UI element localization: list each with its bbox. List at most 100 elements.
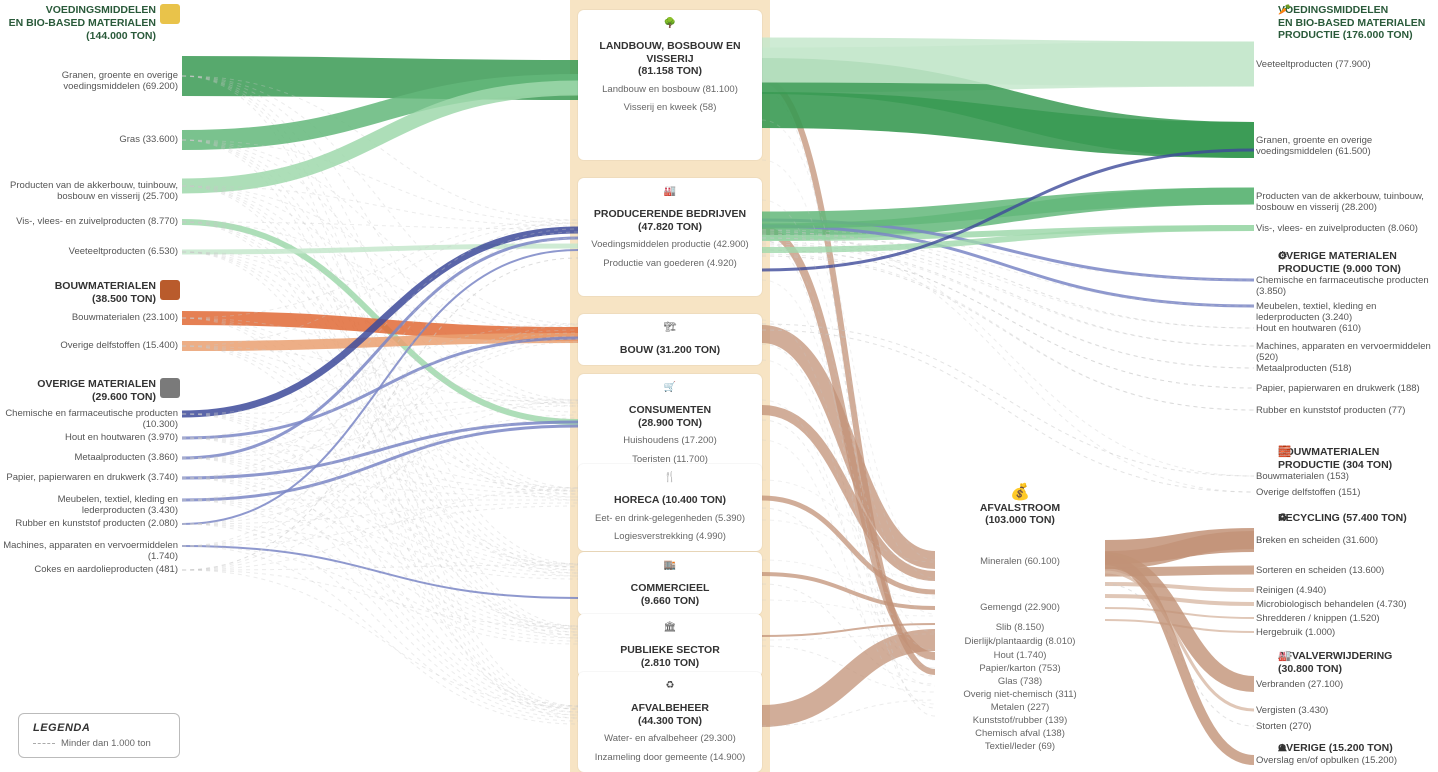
left-item: Producten van de akkerbouw, tuinbouw, bo…	[2, 180, 178, 203]
right-group-r_over: ⛰OVERIGE (15.200 ton)	[1278, 742, 1438, 755]
center-box-agri: 🌳 LANDBOUW, BOSBOUW EN VISSERIJ(81.158 to…	[578, 10, 762, 160]
waste-column: 💰 AFVALSTROOM(103.000 ton)Mineralen (60.…	[940, 482, 1100, 526]
waste-icon: 💰	[940, 482, 1100, 502]
r_recyc-icon: ♻	[1278, 512, 1298, 532]
right-group-r_recyc: ♻RECYCLING (57.400 ton)	[1278, 512, 1438, 525]
right-group-r_overig: ⚙OVERIGE MATERIALENPRODUCTIE (9.000 ton)	[1278, 250, 1438, 275]
comm-icon: 🏬	[661, 560, 679, 578]
waste-item: Textiel/leder (69)	[940, 741, 1100, 752]
left-group-overig: OVERIGE MATERIALEN(29.600 ton)	[0, 378, 180, 404]
center-sub: Landbouw en bosbouw (81.100)	[588, 84, 752, 96]
right-item: Bouwmaterialen (153)	[1256, 471, 1436, 482]
bouw-icon: 🏗	[661, 322, 679, 340]
center-box-horeca: 🍴 HORECA (10.400 ton) Eet- en drink-gelege…	[578, 464, 762, 551]
center-title: PRODUCERENDE BEDRIJVEN(47.820 ton)	[588, 208, 752, 233]
right-item: Veeteeltproducten (77.900)	[1256, 59, 1436, 70]
center-title: BOUW (31.200 ton)	[588, 344, 752, 357]
left-item: Overige delfstoffen (15.400)	[2, 340, 178, 351]
right-item: Chemische en farmaceutische producten (3…	[1256, 275, 1436, 298]
center-box-prod: 🏭 PRODUCERENDE BEDRIJVEN(47.820 ton) Voedi…	[578, 178, 762, 296]
center-title: CONSUMENTEN(28.900 ton)	[588, 404, 752, 429]
right-item: Breken en scheiden (31.600)	[1256, 535, 1436, 546]
right-item: Machines, apparaten en vervoermiddelen (…	[1256, 341, 1436, 364]
right-item: Papier, papierwaren en drukwerk (188)	[1256, 383, 1436, 394]
waste-item: Glas (738)	[940, 676, 1100, 687]
left-item: Hout en houtwaren (3.970)	[2, 432, 178, 443]
r_bouw-icon: 🧱	[1278, 446, 1298, 466]
r_food-icon: 🥕	[1278, 4, 1298, 24]
center-sub: Eet- en drink-gelegenheden (5.390)	[588, 513, 752, 525]
center-sub: Visserij en kweek (58)	[588, 102, 752, 114]
left-item: Cokes en aardolieproducten (481)	[2, 564, 178, 575]
right-item: Vis-, vlees- en zuivelproducten (8.060)	[1256, 223, 1436, 234]
left-item: Chemische en farmaceutische producten (1…	[2, 408, 178, 431]
right-item: Hout en houtwaren (610)	[1256, 323, 1436, 334]
legend-body: Minder dan 1.000 ton	[33, 738, 151, 749]
center-title: PUBLIEKE SECTOR(2.810 ton)	[588, 644, 752, 669]
left-group-food: VOEDINGSMIDDELENEN BIO-BASED MATERIALEN(…	[0, 4, 180, 43]
center-sub: Productie van goederen (4.920)	[588, 258, 752, 270]
waste-item: Gemengd (22.900)	[940, 602, 1100, 613]
center-title: LANDBOUW, BOSBOUW EN VISSERIJ(81.158 ton…	[588, 40, 752, 78]
left-item: Machines, apparaten en vervoermiddelen (…	[2, 540, 178, 563]
center-title: AFVALBEHEER(44.300 ton)	[588, 702, 752, 727]
legend-title: LEGENDA	[33, 722, 151, 734]
legend-box: LEGENDA Minder dan 1.000 ton	[18, 713, 180, 758]
right-item: Overslag en/of opbulken (15.200)	[1256, 755, 1436, 766]
right-item: Verbranden (27.100)	[1256, 679, 1436, 690]
left-item: Metaalproducten (3.860)	[2, 452, 178, 463]
waste-item: Kunststof/rubber (139)	[940, 715, 1100, 726]
right-item: Producten van de akkerbouw, tuinbouw, bo…	[1256, 191, 1436, 214]
waste-item: Dierlijk/plantaardig (8.010)	[940, 636, 1100, 647]
center-box-comm: 🏬 COMMERCIEEL(9.660 ton)	[578, 552, 762, 615]
waste-item: Hout (1.740)	[940, 650, 1100, 661]
left-item: Gras (33.600)	[2, 134, 178, 145]
r_overig-icon: ⚙	[1278, 250, 1298, 270]
left-group-bouw: BOUWMATERIALEN(38.500 ton)	[0, 280, 180, 306]
waste-item: Metalen (227)	[940, 702, 1100, 713]
right-item: Sorteren en scheiden (13.600)	[1256, 565, 1436, 576]
center-sub: Logiesverstrekking (4.990)	[588, 531, 752, 543]
right-item: Hergebruik (1.000)	[1256, 627, 1436, 638]
prod-icon: 🏭	[661, 186, 679, 204]
waste-item: Mineralen (60.100)	[940, 556, 1100, 567]
left-item: Granen, groente en overige voedingsmidde…	[2, 70, 178, 93]
right-item: Metaalproducten (518)	[1256, 363, 1436, 374]
right-item: Meubelen, textiel, kleding en lederprodu…	[1256, 301, 1436, 324]
waste-title: AFVALSTROOM(103.000 ton)	[940, 502, 1100, 526]
left-item: Vis-, vlees- en zuivelproducten (8.770)	[2, 216, 178, 227]
public-icon: 🏛	[661, 622, 679, 640]
right-item: Granen, groente en overige voedingsmidde…	[1256, 135, 1436, 158]
right-item: Shredderen / knippen (1.520)	[1256, 613, 1436, 624]
center-box-public: 🏛 PUBLIEKE SECTOR(2.810 ton)	[578, 614, 762, 677]
agri-icon: 🌳	[661, 18, 679, 36]
waste-item: Slib (8.150)	[940, 622, 1100, 633]
left-item: Rubber en kunststof producten (2.080)	[2, 518, 178, 529]
waste-item: Overig niet-chemisch (311)	[940, 689, 1100, 700]
center-box-bouw: 🏗 BOUW (31.200 ton)	[578, 314, 762, 365]
left-item: Bouwmaterialen (23.100)	[2, 312, 178, 323]
center-sub: Voedingsmiddelen productie (42.900)	[588, 239, 752, 251]
center-box-afval: ♻ AFVALBEHEER(44.300 ton) Water- en afvalb…	[578, 672, 762, 772]
right-group-r_verw: 🏭AFVALVERWIJDERING(30.800 ton)	[1278, 650, 1438, 675]
right-group-r_food: 🥕VOEDINGSMIDDELENEN BIO-BASED MATERIALEN…	[1278, 4, 1438, 42]
right-item: Rubber en kunststof producten (77)	[1256, 405, 1436, 416]
right-item: Overige delfstoffen (151)	[1256, 487, 1436, 498]
sankey-diagram: VOEDINGSMIDDELENEN BIO-BASED MATERIALEN(…	[0, 0, 1438, 772]
waste-item: Chemisch afval (138)	[940, 728, 1100, 739]
center-sub: Water- en afvalbeheer (29.300)	[588, 733, 752, 745]
right-item: Storten (270)	[1256, 721, 1436, 732]
horeca-icon: 🍴	[661, 472, 679, 490]
left-item: Meubelen, textiel, kleding en lederprodu…	[2, 494, 178, 517]
right-item: Vergisten (3.430)	[1256, 705, 1436, 716]
center-title: COMMERCIEEL(9.660 ton)	[588, 582, 752, 607]
left-item: Veeteeltproducten (6.530)	[2, 246, 178, 257]
center-sub: Inzameling door gemeente (14.900)	[588, 752, 752, 764]
center-title: HORECA (10.400 ton)	[588, 494, 752, 507]
center-box-consum: 🛒CONSUMENTEN(28.900 ton)Huishoudens (17.…	[578, 374, 762, 474]
right-item: Microbiologisch behandelen (4.730)	[1256, 599, 1436, 610]
left-item: Papier, papierwaren en drukwerk (3.740)	[2, 472, 178, 483]
afval-icon: ♻	[661, 680, 679, 698]
r_verw-icon: 🏭	[1278, 650, 1298, 670]
consum-icon: 🛒	[661, 382, 679, 400]
